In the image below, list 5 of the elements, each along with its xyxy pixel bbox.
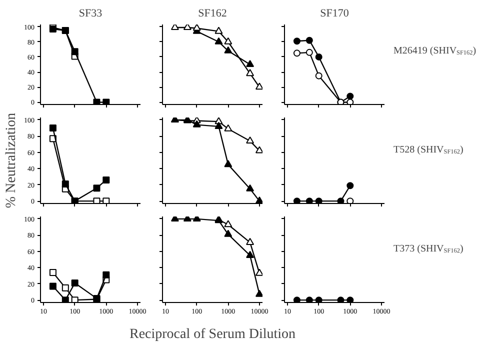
chart-title: SF33 <box>78 8 103 20</box>
chart-title: SF170 <box>320 8 350 20</box>
chart-title: SF162 <box>198 8 227 20</box>
x-axis-title: Reciprocal of Serum Dilution <box>129 326 296 342</box>
y-axis-title: % Neutralization <box>4 112 19 208</box>
